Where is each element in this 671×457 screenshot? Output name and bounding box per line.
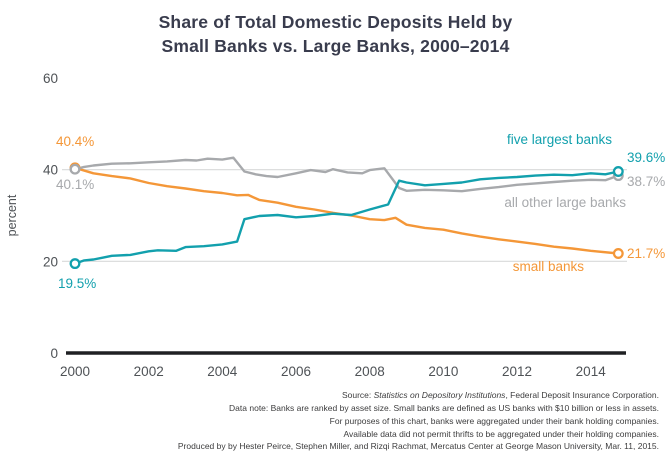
y-axis-title: percent	[5, 194, 19, 236]
source-prefix: Source:	[341, 390, 374, 401]
x-tick-label-2004: 2004	[207, 364, 238, 379]
source-title-italic: Statistics on Depository Institutions	[373, 390, 506, 401]
y-tick-label-40: 40	[43, 163, 58, 178]
x-tick-label-2014: 2014	[576, 364, 607, 379]
start-value-label-small-banks: 40.4%	[56, 134, 94, 149]
end-value-label-all-other-large-banks: 38.7%	[627, 174, 665, 189]
start-value-label-five-largest-banks: 19.5%	[58, 276, 96, 291]
series-label-all-other-large-banks: all other large banks	[504, 195, 626, 210]
x-tick-label-2002: 2002	[134, 364, 164, 379]
chart-title: Share of Total Domestic Deposits Held by…	[14, 10, 657, 58]
source-suffix: , Federal Deposit Insurance Corporation.	[505, 390, 659, 401]
x-tick-label-2006: 2006	[281, 364, 311, 379]
endpoint-marker-five-largest-banks	[69, 258, 81, 270]
y-tick-label-0: 0	[50, 346, 58, 361]
start-value-label-all-other-large-banks: 40.1%	[56, 177, 94, 192]
series-line-small-banks	[73, 166, 620, 255]
chart-title-line2: Small Banks vs. Large Banks, 2000–2014	[161, 36, 510, 57]
credit-line: Produced by by Hester Peirce, Stephen Mi…	[177, 441, 659, 452]
data-note-line: Data note: Banks are ranked by asset siz…	[229, 403, 659, 414]
series-label-small-banks: small banks	[513, 259, 585, 274]
endpoint-marker-five-largest-banks	[612, 166, 624, 178]
source-notes: Source: Statistics on Depository Institu…	[0, 389, 671, 453]
deposits-line-chart: 0 20 40 60 2000 2002 2004 2006 2008 2010 2012 2014 p…	[5, 71, 665, 379]
x-tick-label-2000: 2000	[60, 364, 90, 379]
x-tick-label-2008: 2008	[355, 364, 385, 379]
endpoint-marker-all-other-large-banks	[69, 164, 81, 175]
x-tick-label-2012: 2012	[502, 364, 532, 379]
y-tick-label-60: 60	[43, 71, 58, 86]
end-value-label-small-banks: 21.7%	[627, 246, 665, 261]
x-tick-label-2010: 2010	[428, 364, 458, 379]
series-line-all-other-large-banks	[73, 156, 620, 193]
note-line-aggregation: For purposes of this chart, banks were a…	[329, 415, 659, 426]
series-line-five-largest-banks	[73, 170, 620, 266]
source-line: Source: Statistics on Depository Institu…	[0, 389, 659, 402]
endpoint-marker-small-banks	[612, 248, 624, 260]
end-value-label-five-largest-banks: 39.6%	[627, 150, 665, 165]
y-tick-label-20: 20	[43, 255, 58, 270]
series-label-five-largest-banks: five largest banks	[507, 132, 612, 147]
chart-title-line1: Share of Total Domestic Deposits Held by	[158, 12, 513, 32]
note-line-thrifts: Available data did not permit thrifts to…	[343, 428, 660, 439]
